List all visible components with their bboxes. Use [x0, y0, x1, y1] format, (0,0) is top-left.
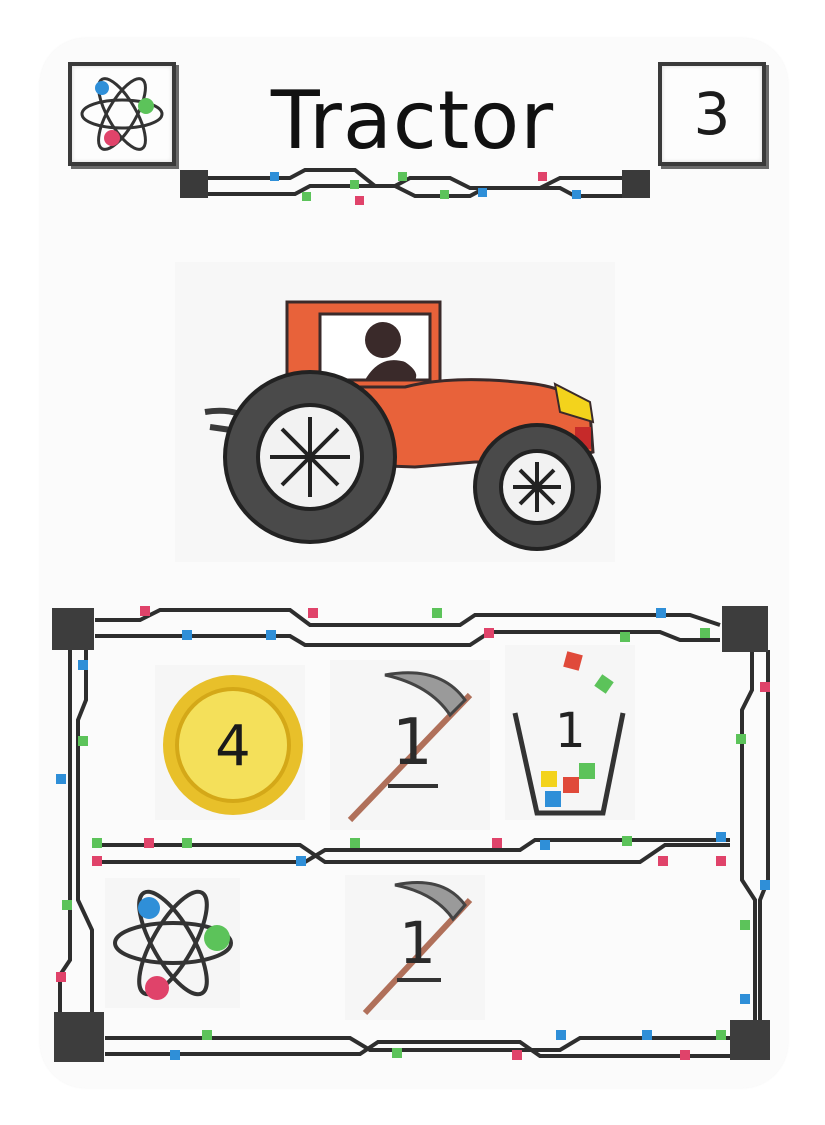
- bin-icon: [512, 651, 626, 816]
- scythe-icon: [362, 881, 473, 1016]
- scythe-value: 1: [392, 706, 433, 780]
- bin-reward: 1: [505, 645, 635, 820]
- scythe-reward-2: 1: [345, 875, 485, 1020]
- scythe-icon: [347, 671, 473, 823]
- scythe-reward: 1: [330, 660, 490, 830]
- card-title: Tractor: [270, 73, 555, 167]
- tractor-illustration: [175, 262, 615, 562]
- coin-icon: [163, 675, 303, 815]
- cost-value: 3: [693, 80, 731, 148]
- card-type-badge: [68, 62, 176, 166]
- coin-reward: 4: [155, 665, 305, 820]
- atom-icon: [113, 889, 233, 1000]
- scythe-value-2: 1: [399, 909, 436, 977]
- atom-reward: [105, 878, 240, 1008]
- tractor-drawing: [204, 300, 601, 551]
- coin-value: 4: [215, 714, 251, 779]
- cost-badge: 3: [658, 62, 766, 166]
- bin-value: 1: [555, 703, 586, 759]
- atom-icon: [80, 77, 164, 151]
